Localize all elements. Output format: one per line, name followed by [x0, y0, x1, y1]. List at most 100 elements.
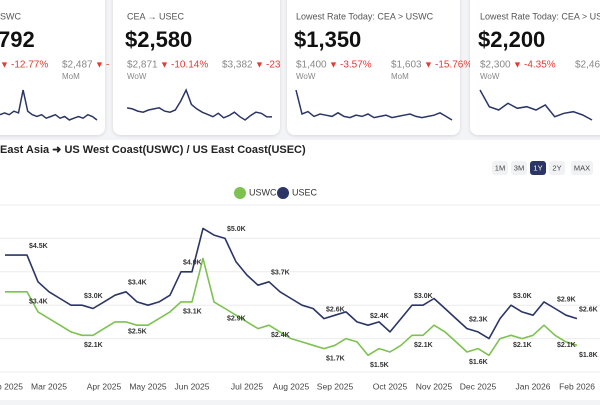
range-button[interactable]	[492, 161, 508, 175]
compare-change: -	[106, 60, 109, 71]
card-value: $2,200	[478, 27, 545, 52]
card-label: SWC	[0, 11, 21, 21]
data-label: $3.1K	[183, 309, 202, 316]
legend-label: USWC	[249, 187, 277, 197]
legend-swatch	[234, 187, 246, 199]
compare-price: $2,465	[575, 60, 600, 71]
card-label: Lowest Rate Today: CEA > USWC	[296, 11, 434, 21]
sparkline	[126, 88, 273, 121]
card-value: $2,580	[125, 27, 192, 52]
card-value: 792	[0, 27, 35, 52]
down-arrow: ▼	[255, 59, 264, 69]
compare-price: $1,603	[391, 60, 422, 71]
x-tick-label: Jul 2025	[231, 381, 263, 391]
data-label: $3.0K	[84, 293, 103, 300]
data-label: $3.0K	[513, 293, 532, 300]
range-label: MAX	[574, 163, 590, 172]
x-tick-label: Sep 2025	[317, 381, 354, 391]
data-label: $1.5K	[370, 362, 389, 369]
x-tick-label: May 2025	[129, 381, 167, 391]
data-label: $2.9K	[227, 315, 246, 322]
compare-price: $1,400	[296, 60, 327, 71]
data-label: $2.1K	[557, 342, 576, 349]
down-arrow: ▼	[0, 59, 9, 69]
data-label: $2.1K	[84, 342, 103, 349]
compare-change: -3.57%	[340, 60, 372, 71]
x-tick-label: Mar 2025	[31, 381, 67, 391]
compare-period: MoM	[391, 72, 409, 81]
sparkline	[295, 89, 453, 121]
range-button[interactable]	[530, 161, 546, 175]
x-tick-label: Nov 2025	[416, 381, 453, 391]
data-label: $2.6K	[579, 306, 598, 313]
compare-price: $2,487	[62, 60, 93, 71]
data-label: $4.0K	[183, 260, 202, 267]
compare-period: MoM	[62, 72, 80, 81]
card	[113, 0, 280, 135]
compare-change: -15.76%	[435, 60, 472, 71]
range-label: 3M	[514, 163, 524, 172]
compare-change: -12.77%	[11, 60, 48, 71]
data-label: $3.7K	[271, 270, 290, 277]
compare-change: -10.14%	[171, 60, 208, 71]
range-button[interactable]	[571, 161, 593, 175]
x-tick-label: Oct 2025	[373, 381, 408, 391]
down-arrow: ▼	[329, 59, 338, 69]
data-label: $2.1K	[414, 342, 433, 349]
card-value: $1,350	[294, 27, 361, 52]
compare-period: WoW	[296, 72, 316, 81]
card-label: Lowest Rate Today: CEA > USEC	[480, 11, 600, 21]
down-arrow: ▼	[513, 59, 522, 69]
card	[287, 0, 460, 135]
data-label: $2.3K	[469, 316, 488, 323]
data-label: $2.4K	[370, 313, 389, 320]
data-label: $2.4K	[271, 332, 290, 339]
data-label: $3.0K	[414, 293, 433, 300]
compare-period: WoW	[127, 72, 147, 81]
series-line	[5, 257, 578, 357]
data-label: $4.5K	[29, 243, 48, 250]
data-label: $1.8K	[579, 352, 598, 359]
compare-period: WoW	[480, 72, 500, 81]
compare-price: $2,871	[127, 60, 158, 71]
range-label: 1Y	[533, 163, 542, 172]
x-tick-label: b 2025	[0, 381, 23, 391]
x-tick-label: Apr 2025	[87, 381, 122, 391]
compare-price: $2,300	[480, 60, 511, 71]
sparkline	[479, 89, 593, 121]
x-tick-label: Feb 2026	[559, 381, 595, 391]
data-label: $2.1K	[513, 342, 532, 349]
x-tick-label: Aug 2025	[273, 381, 310, 391]
range-button[interactable]	[549, 161, 565, 175]
legend-label: USEC	[292, 187, 318, 197]
card-label: CEA → USEC	[127, 11, 185, 21]
sparkline	[0, 89, 98, 121]
data-label: $5.0K	[227, 226, 246, 233]
compare-change: -23	[266, 60, 281, 71]
range-label: 1M	[495, 163, 505, 172]
data-label: $2.5K	[128, 329, 147, 336]
range-label: 2Y	[552, 163, 561, 172]
x-tick-label: Jan 2026	[516, 381, 551, 391]
x-tick-label: Jun 2025	[175, 381, 210, 391]
series-line	[5, 227, 578, 340]
range-button[interactable]	[511, 161, 527, 175]
legend-swatch	[277, 187, 289, 199]
data-label: $3.4K	[128, 280, 147, 287]
data-label: $2.6K	[326, 306, 345, 313]
down-arrow: ▼	[160, 59, 169, 69]
chart-panel	[0, 140, 600, 400]
data-label: $1.7K	[326, 355, 345, 362]
data-label: $2.9K	[557, 296, 576, 303]
down-arrow: ▼	[95, 59, 104, 69]
chart-title: East Asia ➜ US West Coast(USWC) / US Eas…	[0, 144, 306, 156]
compare-price: $3,382	[222, 60, 253, 71]
x-tick-label: Dec 2025	[460, 381, 497, 391]
down-arrow: ▼	[424, 59, 433, 69]
card	[470, 0, 600, 135]
compare-change: -4.35%	[524, 60, 556, 71]
data-label: $3.4K	[29, 299, 48, 306]
data-label: $1.6K	[469, 359, 488, 366]
